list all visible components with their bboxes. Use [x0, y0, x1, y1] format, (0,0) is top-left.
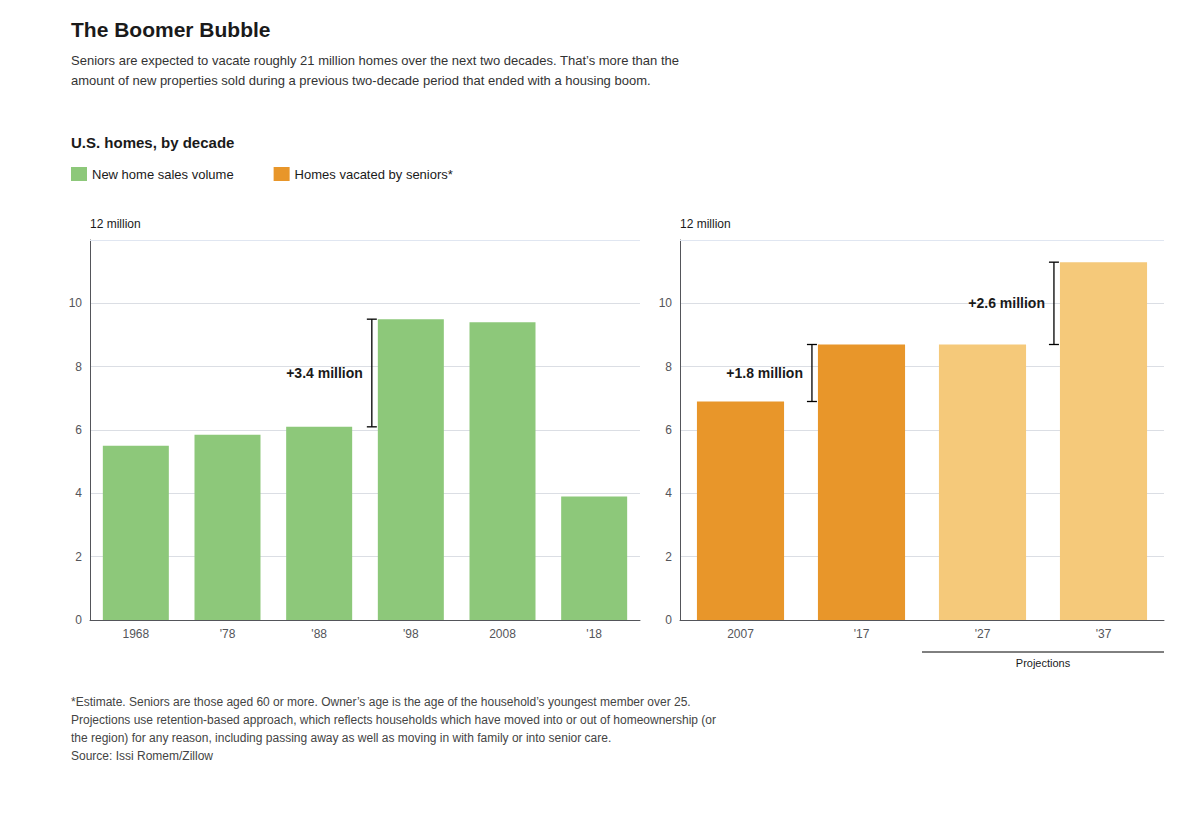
svg-text:+3.4 million: +3.4 million [286, 365, 363, 381]
svg-text:New home sales volume: New home sales volume [92, 167, 234, 182]
svg-text:'88: '88 [311, 627, 327, 641]
svg-text:6: 6 [665, 423, 672, 437]
svg-text:'37: '37 [1096, 627, 1112, 641]
svg-text:12 million: 12 million [90, 217, 141, 231]
svg-text:1968: 1968 [122, 627, 149, 641]
svg-text:6: 6 [75, 423, 82, 437]
svg-text:2: 2 [75, 550, 82, 564]
svg-text:Source: Issi Romem/Zillow: Source: Issi Romem/Zillow [71, 749, 213, 763]
svg-text:8: 8 [75, 360, 82, 374]
svg-text:*Estimate. Seniors are those a: *Estimate. Seniors are those aged 60 or … [71, 695, 691, 709]
svg-text:U.S. homes, by decade: U.S. homes, by decade [71, 134, 234, 151]
svg-text:'78: '78 [220, 627, 236, 641]
svg-text:The Boomer Bubble: The Boomer Bubble [71, 18, 271, 41]
svg-text:'27: '27 [975, 627, 991, 641]
svg-text:4: 4 [75, 486, 82, 500]
svg-text:4: 4 [665, 486, 672, 500]
svg-text:'18: '18 [586, 627, 602, 641]
svg-text:8: 8 [665, 360, 672, 374]
svg-text:the region) for any reason, in: the region) for any reason, including pa… [71, 731, 611, 745]
svg-text:amount of new properties sold: amount of new properties sold during a p… [71, 73, 651, 88]
svg-text:2008: 2008 [489, 627, 516, 641]
svg-text:Projections: Projections [1016, 657, 1071, 669]
svg-text:'17: '17 [854, 627, 870, 641]
svg-text:+2.6 million: +2.6 million [968, 295, 1045, 311]
svg-text:0: 0 [665, 613, 672, 627]
svg-text:+1.8 million: +1.8 million [726, 365, 803, 381]
svg-text:10: 10 [69, 296, 83, 310]
svg-text:'98: '98 [403, 627, 419, 641]
svg-text:2007: 2007 [727, 627, 754, 641]
svg-text:2: 2 [665, 550, 672, 564]
svg-text:10: 10 [659, 296, 673, 310]
svg-text:Projections use retention-base: Projections use retention-based approach… [71, 713, 716, 727]
svg-text:Seniors are expected to vacate: Seniors are expected to vacate roughly 2… [71, 53, 679, 68]
svg-text:0: 0 [75, 613, 82, 627]
svg-text:Homes vacated by seniors*: Homes vacated by seniors* [295, 167, 453, 182]
svg-text:12 million: 12 million [680, 217, 731, 231]
